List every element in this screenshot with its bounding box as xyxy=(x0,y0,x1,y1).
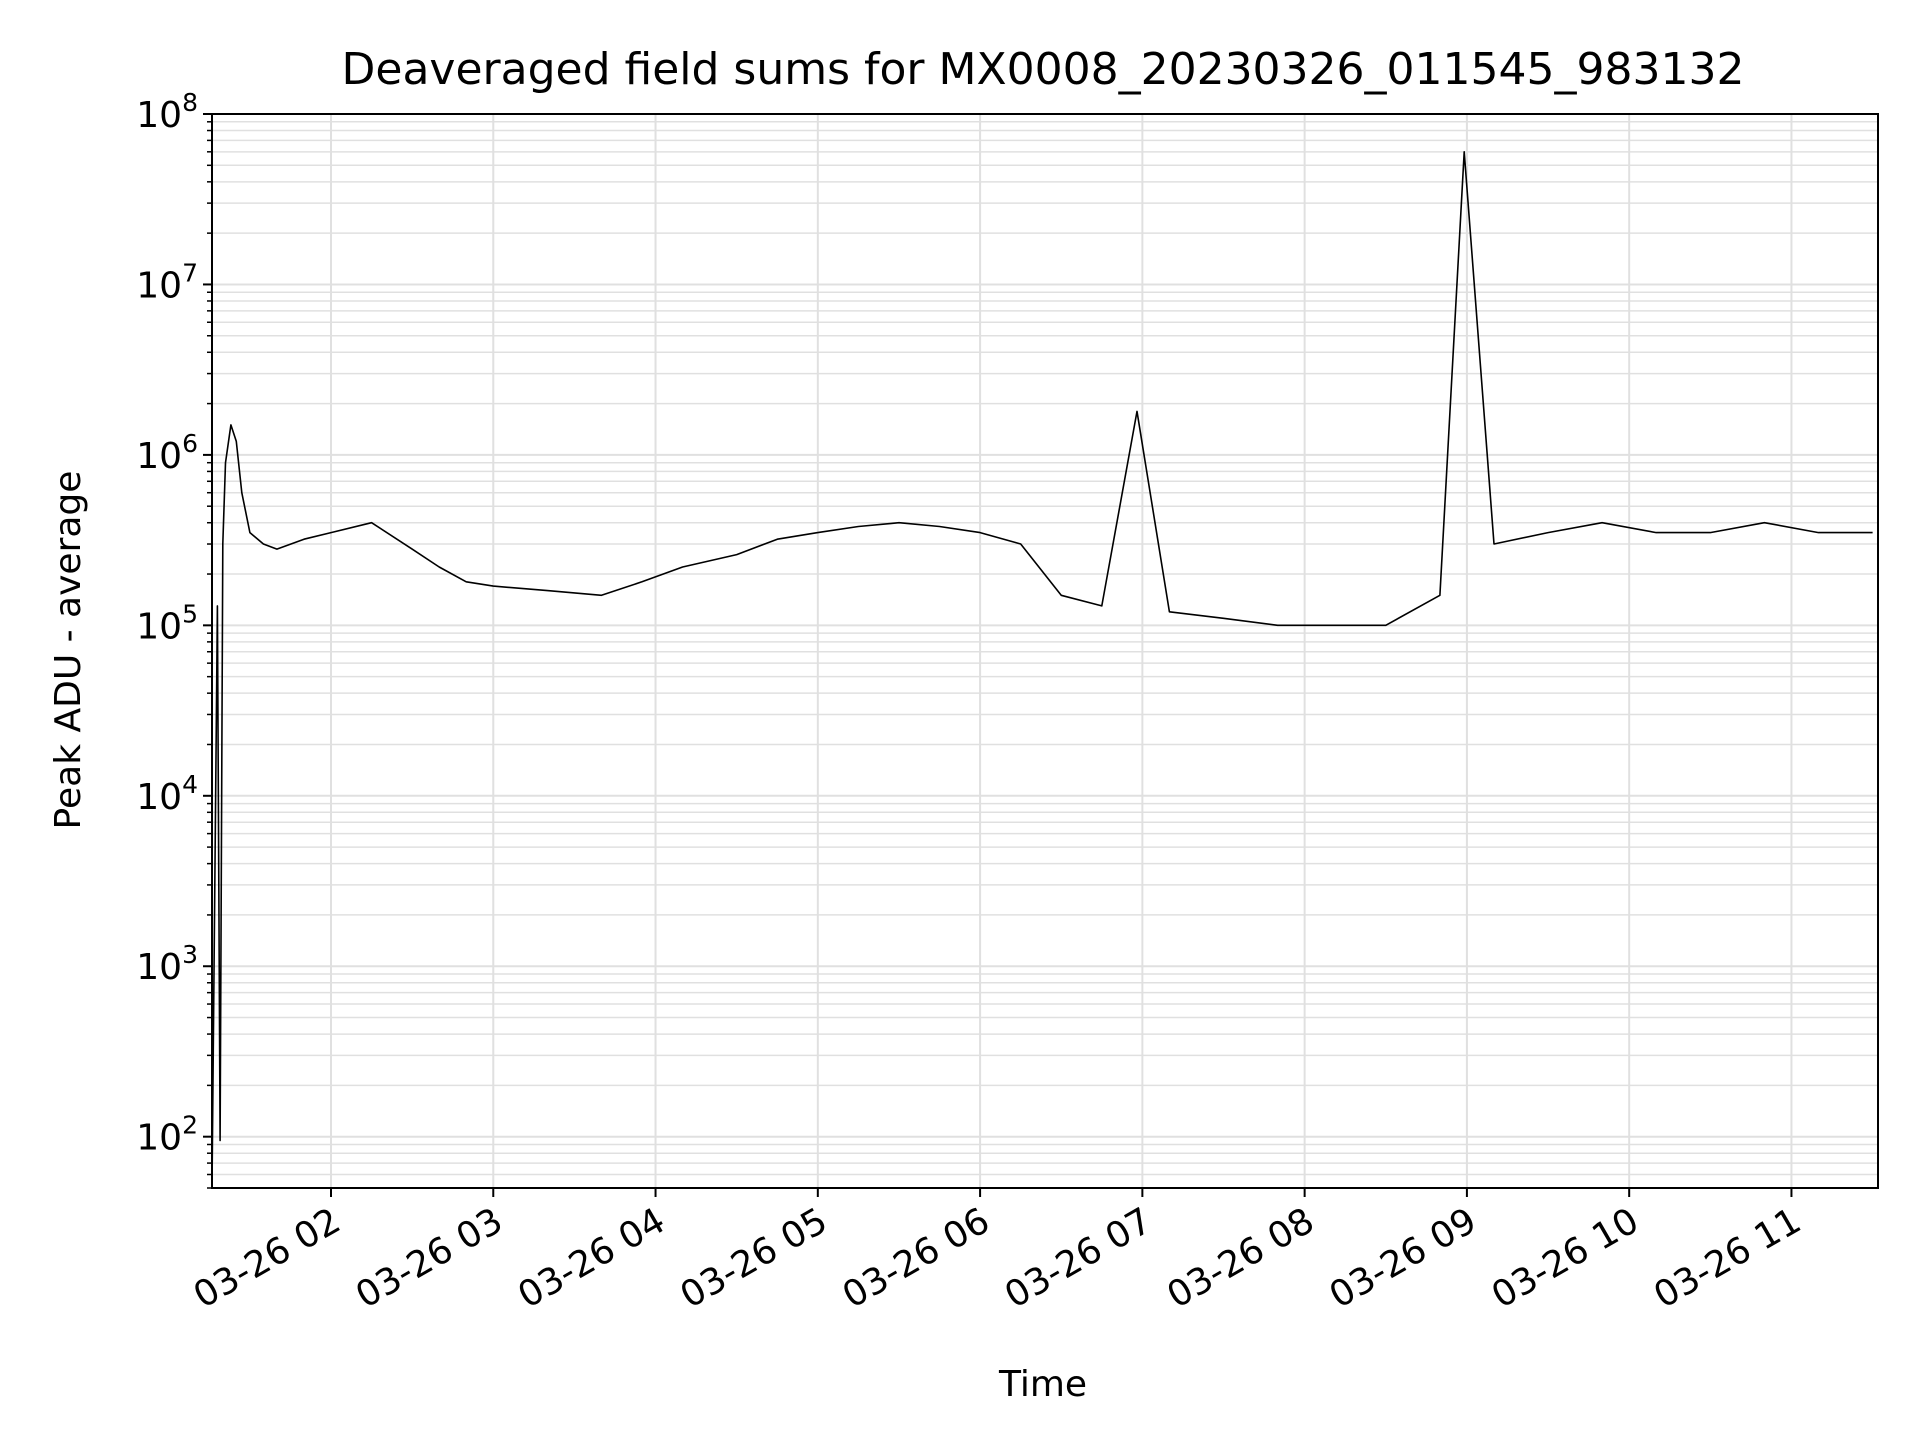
plot-area xyxy=(212,151,1873,1188)
y-axis-label: Peak ADU - average xyxy=(48,471,89,830)
y-tick-label: 105 xyxy=(136,599,198,647)
x-axis-label: Time xyxy=(998,1364,1087,1405)
y-tick-label: 104 xyxy=(136,770,198,818)
series-line xyxy=(212,151,1873,1188)
y-tick-label: 107 xyxy=(136,258,198,306)
y-tick-label: 103 xyxy=(136,940,198,988)
y-tick-label: 106 xyxy=(136,429,198,477)
y-tick-label: 102 xyxy=(136,1111,198,1159)
chart-title: Deaveraged field sums for MX0008_2023032… xyxy=(342,44,1745,95)
y-tick-label: 108 xyxy=(136,88,198,136)
